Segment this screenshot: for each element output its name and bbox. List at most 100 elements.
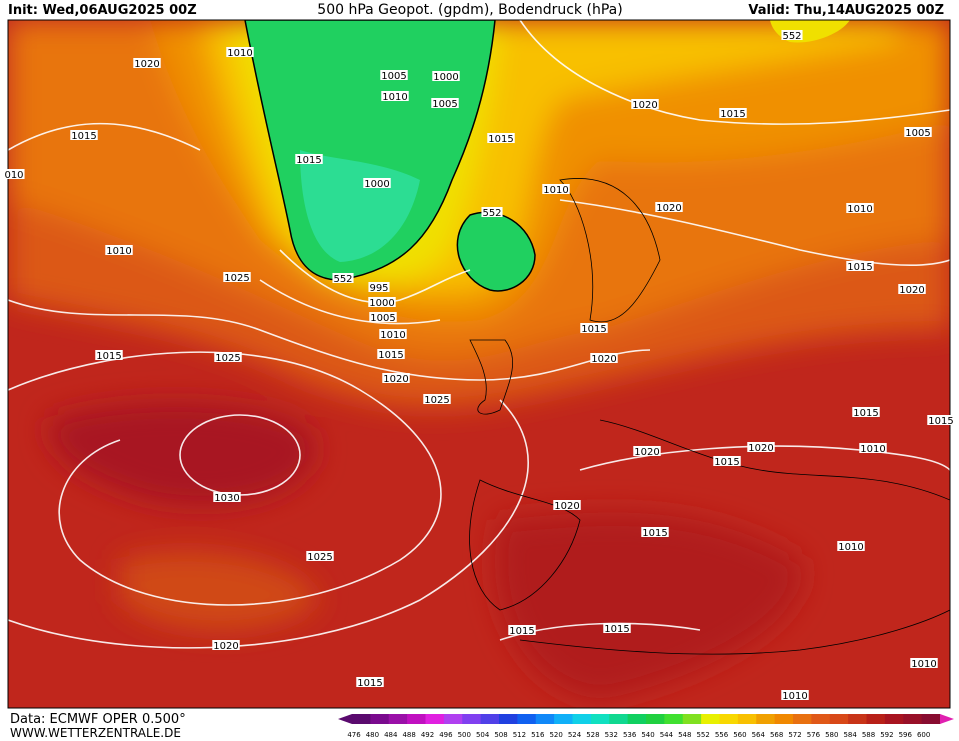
colorbar-label: 588 [862,731,875,739]
isobar-label: 1015 [96,351,121,362]
colorbar-label: 488 [402,731,415,739]
data-source: Data: ECMWF OPER 0.500° [10,712,186,727]
colorbar-label: 540 [641,731,654,739]
isobar-label-bg [603,623,631,633]
isobar-label: 1010 [382,92,407,103]
isobar-label: 1010 [911,659,936,670]
colorbar-label: 580 [825,731,838,739]
isobar-label-bg [747,442,775,452]
isobar-label: 1010 [847,204,872,215]
isobar-label-bg [295,154,323,164]
map-frame [7,19,951,709]
isobar-label-bg [781,690,809,700]
colorbar-swatch [811,714,831,724]
isobar-label: 1020 [632,100,657,111]
isobar-label-bg [781,30,803,40]
isobar-label: 1005 [905,128,930,139]
isobar-label: 1020 [213,641,238,652]
isobar-label-bg [431,98,459,108]
colorbar-swatch [793,714,812,724]
isobar-label-bg [553,500,581,510]
isobar-label-bg [432,71,460,81]
isobar-label: 1025 [307,552,332,563]
colorbar-swatch [737,714,757,724]
isobar-label-bg [368,282,390,292]
isobar-label: 1000 [369,298,394,309]
colorbar-swatch [682,714,702,724]
isobar-label: 1010 [106,246,131,257]
colorbar-label: 480 [366,731,379,739]
colorbar-label: 548 [678,731,691,739]
colorbar-swatch [756,714,776,724]
isobar-label: 1000 [433,72,458,83]
colorbar-swatch [499,714,518,724]
isobar-label: 552 [782,31,801,42]
isobar-label-bg [542,184,570,194]
site-url: WWW.WETTERZENTRALE.DE [10,726,181,740]
colorbar-swatch [370,714,390,724]
isobar-label-bg [382,373,410,383]
isobar-label: 1020 [634,447,659,458]
colorbar-swatch [407,714,426,724]
isobar-label-bg [380,70,408,80]
isobar-label-bg [898,284,926,294]
isobar-label-bg [846,203,874,213]
isobar-label-bg [377,349,405,359]
colorbar-label: 528 [586,731,599,739]
isobar-label: 1015 [488,134,513,145]
colorbar-label: 524 [568,731,582,739]
isobar-label-bg [363,178,391,188]
colorbar-swatch [866,714,886,724]
colorbar-arrow-right [940,714,954,724]
isobar-label: 1020 [899,285,924,296]
colorbar-label: 484 [384,731,398,739]
colorbar-swatch [425,714,445,724]
isobar-label-bg [927,415,955,425]
isobar-label: 010 [4,170,23,181]
isobar-label-bg [846,261,874,271]
colorbar-arrow-left [338,714,352,724]
isobar-label-bg [481,207,503,217]
isobar-label: 1020 [591,354,616,365]
colorbar-swatch [480,714,500,724]
colorbar-label: 572 [788,731,801,739]
isobar-label: 1020 [656,203,681,214]
isobar-label: 1010 [380,330,405,341]
isobar-label: 552 [482,208,501,219]
colorbar-swatch [535,714,555,724]
isobar-label: 1005 [381,71,406,82]
colorbar-label: 496 [439,731,453,739]
isobar-label: 1010 [860,444,885,455]
colorbar-label: 584 [843,731,857,739]
colorbar-swatch [664,714,684,724]
isobar-label-bg [713,456,741,466]
colorbar-swatch [848,714,867,724]
isobar-label-bg [580,323,608,333]
isobar-label: 1005 [370,313,395,324]
isobar-label-bg [633,446,661,456]
isobar-label-bg [910,658,938,668]
colorbar-label: 568 [770,731,783,739]
colorbar-swatch [719,714,739,724]
isobar-label-bg [368,297,396,307]
colorbar-swatch [627,714,647,724]
isobar-label-bg [655,202,683,212]
isobar-label-bg [70,130,98,140]
isobar-label-bg [381,91,409,101]
isobar-label-bg [487,133,515,143]
isobar-label: 552 [333,274,352,285]
isobar-label: 1015 [847,262,872,273]
map-field [8,20,950,708]
isobar-label: 1000 [364,179,389,190]
isobar-label-bg [306,551,334,561]
isobar-label: 1015 [509,626,534,637]
isobar-label: 1010 [838,542,863,553]
valid-time: Valid: Thu,14AUG2025 00Z [748,3,944,18]
colorbar-swatch [921,714,941,724]
isobar-label: 1015 [604,624,629,635]
isobar-label-bg [369,312,397,322]
isobar-label: 1015 [853,408,878,419]
colorbar-label: 508 [494,731,507,739]
isobar-label-bg [423,394,451,404]
colorbar-swatch [609,714,629,724]
